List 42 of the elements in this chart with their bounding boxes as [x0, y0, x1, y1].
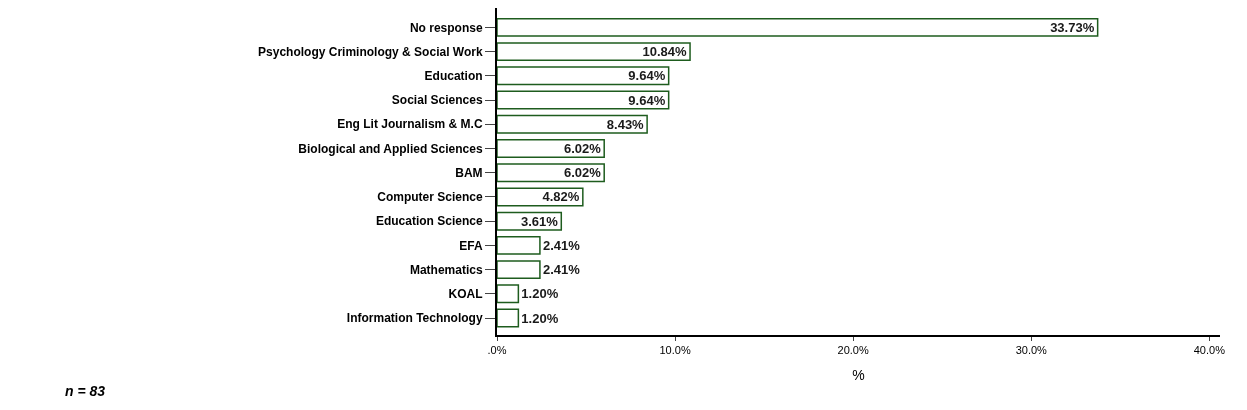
bar	[497, 90, 670, 110]
data-label: 10.84%	[642, 44, 688, 60]
y-tick-label: Computer Science	[377, 190, 483, 205]
y-tick-label: Social Sciences	[391, 93, 483, 108]
data-label: 9.64%	[628, 92, 666, 108]
y-tick-label: Biological and Applied Sciences	[298, 141, 483, 156]
y-tick-label: Education	[424, 69, 483, 84]
data-label: 9.64%	[628, 68, 666, 84]
data-label: 8.43%	[606, 116, 645, 132]
data-label: 1.20%	[521, 286, 559, 302]
y-tick-label: Eng Lit Journalism & M.C	[337, 117, 483, 132]
bar	[497, 308, 520, 328]
bar	[497, 17, 1099, 37]
bar	[497, 284, 520, 304]
data-label: 1.20%	[521, 310, 559, 326]
y-tick-label: No response	[409, 20, 483, 35]
x-tick-label: 30.0%	[1015, 344, 1048, 357]
data-label: 2.41%	[542, 237, 581, 253]
data-label: 3.61%	[520, 213, 559, 229]
bar	[497, 235, 541, 255]
y-tick-label: BAM	[455, 165, 483, 180]
data-label: 6.02%	[563, 165, 602, 181]
x-axis-title: %	[852, 367, 865, 383]
bar	[497, 260, 541, 280]
text: n = 83	[65, 383, 106, 399]
data-label: 33.73%	[1050, 19, 1095, 35]
data-label: 4.82%	[542, 189, 580, 205]
bar	[497, 114, 648, 134]
x-tick-label: 40.0%	[1193, 344, 1226, 357]
bar	[497, 42, 691, 62]
x-tick-label: 10.0%	[659, 344, 691, 357]
x-tick-label: .0%	[487, 344, 507, 357]
y-tick-label: Education Science	[375, 214, 483, 229]
y-tick-label: Mathematics	[409, 262, 483, 277]
data-label: 2.41%	[542, 262, 581, 278]
y-tick-label: Psychology Criminology & Social Work	[258, 44, 483, 59]
y-tick-label: Information Technology	[346, 311, 483, 326]
y-tick-label: KOAL	[448, 287, 483, 302]
y-tick-label: EFA	[459, 238, 483, 253]
bar	[497, 66, 670, 86]
data-label: 6.02%	[563, 140, 602, 156]
x-tick-label: 20.0%	[837, 344, 869, 357]
